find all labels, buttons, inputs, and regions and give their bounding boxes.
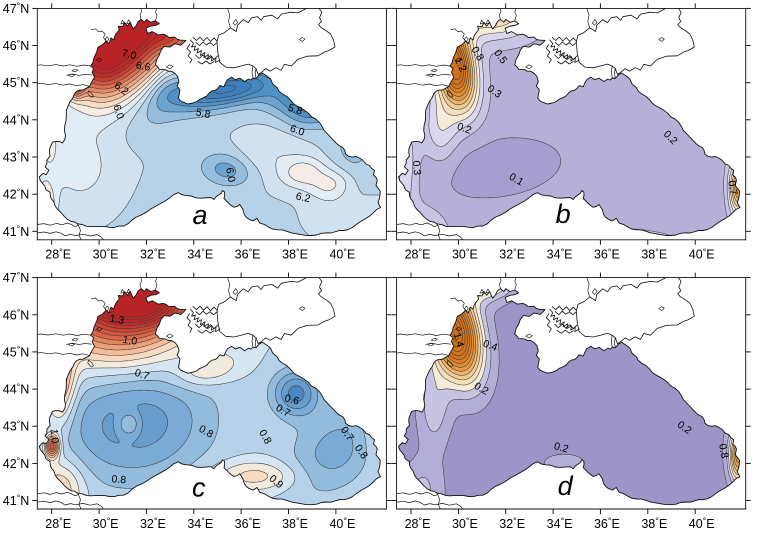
svg-text:43°N: 43°N [3, 150, 30, 165]
svg-text:36°E: 36°E [235, 247, 261, 262]
svg-text:44°N: 44°N [3, 382, 30, 397]
svg-text:0.7: 0.7 [133, 367, 151, 383]
svg-text:0.4: 0.4 [481, 338, 499, 354]
svg-text:6.0: 6.0 [288, 123, 306, 139]
svg-text:47°N: 47°N [3, 270, 30, 285]
svg-text:0.2: 0.2 [553, 440, 570, 455]
svg-text:6.0: 6.0 [110, 103, 126, 121]
svg-text:45°N: 45°N [3, 345, 30, 360]
svg-text:32°E: 32°E [499, 516, 525, 531]
svg-text:b: b [556, 199, 571, 229]
svg-text:7.0: 7.0 [121, 47, 138, 62]
svg-text:42°N: 42°N [3, 187, 30, 202]
svg-text:28°E: 28°E [45, 247, 71, 262]
svg-text:32°E: 32°E [140, 516, 166, 531]
svg-text:28°E: 28°E [45, 516, 71, 531]
svg-text:30°E: 30°E [452, 516, 478, 531]
svg-text:1.0: 1.0 [47, 428, 60, 444]
svg-text:46°N: 46°N [3, 38, 30, 53]
svg-text:30°E: 30°E [452, 247, 478, 262]
svg-text:a: a [192, 200, 207, 230]
svg-text:43°N: 43°N [3, 419, 30, 434]
svg-text:6.2: 6.2 [295, 190, 312, 205]
svg-text:41°N: 41°N [3, 224, 30, 239]
svg-text:41°N: 41°N [3, 493, 30, 508]
svg-text:36°E: 36°E [594, 247, 620, 262]
svg-text:5.8: 5.8 [286, 102, 304, 118]
svg-text:0.6: 0.6 [283, 392, 300, 407]
svg-text:47°N: 47°N [3, 1, 30, 16]
svg-text:0.7: 0.7 [725, 180, 739, 197]
svg-text:36°E: 36°E [235, 516, 261, 531]
svg-text:1.0: 1.0 [122, 334, 138, 348]
svg-text:1.4: 1.4 [451, 331, 466, 348]
svg-text:28°E: 28°E [405, 247, 431, 262]
svg-text:1.3: 1.3 [109, 313, 126, 327]
svg-text:6.0: 6.0 [223, 167, 237, 184]
svg-text:30°E: 30°E [93, 516, 119, 531]
svg-text:38°E: 38°E [282, 516, 308, 531]
svg-text:36°E: 36°E [594, 516, 620, 531]
svg-text:1.2: 1.2 [452, 56, 469, 74]
svg-text:c: c [192, 473, 206, 503]
svg-text:40°E: 40°E [689, 516, 715, 531]
svg-text:40°E: 40°E [329, 516, 355, 531]
svg-text:0.8: 0.8 [716, 443, 730, 460]
svg-text:40°E: 40°E [329, 247, 355, 262]
svg-text:34°E: 34°E [187, 516, 213, 531]
svg-text:0.8: 0.8 [111, 473, 127, 486]
svg-text:30°E: 30°E [93, 247, 119, 262]
svg-text:38°E: 38°E [282, 247, 308, 262]
svg-text:44°N: 44°N [3, 113, 30, 128]
svg-text:45°N: 45°N [3, 75, 30, 90]
svg-text:34°E: 34°E [547, 516, 573, 531]
svg-text:28°E: 28°E [405, 516, 431, 531]
svg-text:46°N: 46°N [3, 308, 30, 323]
svg-text:5.8: 5.8 [195, 106, 212, 121]
svg-text:42°N: 42°N [3, 456, 30, 471]
svg-text:0.2: 0.2 [455, 120, 473, 136]
svg-text:40°E: 40°E [689, 247, 715, 262]
svg-text:d: d [558, 471, 574, 501]
svg-text:38°E: 38°E [641, 247, 667, 262]
svg-text:34°E: 34°E [547, 247, 573, 262]
svg-text:38°E: 38°E [641, 516, 667, 531]
svg-text:32°E: 32°E [140, 247, 166, 262]
svg-text:6.6: 6.6 [135, 60, 152, 74]
svg-text:32°E: 32°E [499, 247, 525, 262]
svg-text:34°E: 34°E [187, 247, 213, 262]
svg-text:0.3: 0.3 [410, 160, 423, 176]
